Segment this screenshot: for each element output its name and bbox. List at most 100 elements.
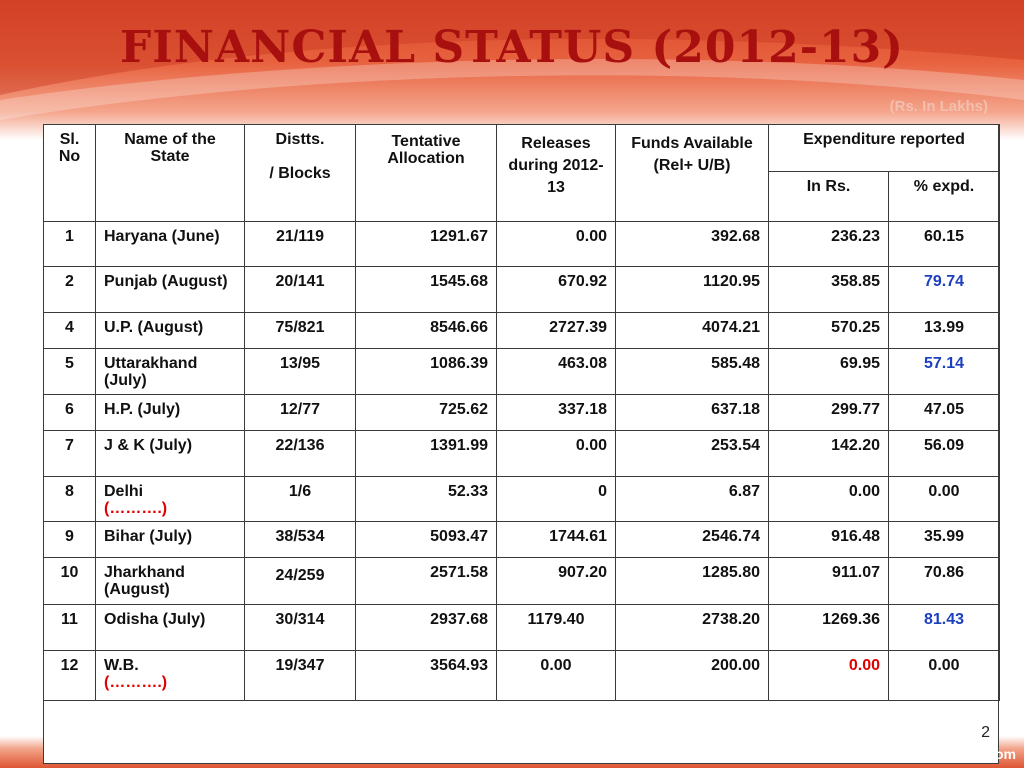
cell-funds: 6.87 xyxy=(615,476,769,522)
cell-releases: 1179.40 xyxy=(496,604,616,651)
cell-in-rs: 299.77 xyxy=(768,394,889,431)
header-funds-available: Funds Available (Rel+ U/B) xyxy=(615,124,769,222)
cell-releases: 907.20 xyxy=(496,557,616,605)
cell-pct: 47.05 xyxy=(888,394,1000,431)
unit-note: (Rs. In Lakhs) xyxy=(889,98,988,115)
cell-sl: 1 xyxy=(43,221,96,267)
cell-pct: 79.74 xyxy=(888,266,1000,313)
cell-funds: 585.48 xyxy=(615,348,769,395)
cell-state: U.P. (August) xyxy=(95,312,245,349)
header-releases: Releases during 2012-13 xyxy=(496,124,616,222)
header-swirl-decoration xyxy=(0,0,1024,140)
cell-funds: 392.68 xyxy=(615,221,769,267)
cell-releases: 670.92 xyxy=(496,266,616,313)
state-note: (……….) xyxy=(104,500,168,517)
cell-in-rs: 358.85 xyxy=(768,266,889,313)
cell-funds: 2738.20 xyxy=(615,604,769,651)
table-row: 11 Odisha (July) 30/314 2937.68 1179.40 … xyxy=(43,604,1000,651)
cell-releases: 0.00 xyxy=(496,430,616,477)
table-row: 10 Jharkhand (August) 24/259 2571.58 907… xyxy=(43,557,1000,605)
cell-in-rs: 1269.36 xyxy=(768,604,889,651)
cell-in-rs: 570.25 xyxy=(768,312,889,349)
header-tentative-allocation: Tentative Allocation xyxy=(355,124,497,222)
cell-releases: 1744.61 xyxy=(496,521,616,558)
financial-status-table: Sl. No Name of the State Distts. / Blocks… xyxy=(43,124,1000,701)
cell-in-rs: 911.07 xyxy=(768,557,889,605)
cell-state: Haryana (June) xyxy=(95,221,245,267)
cell-pct: 56.09 xyxy=(888,430,1000,477)
table-row: 2 Punjab (August) 20/141 1545.68 670.92 … xyxy=(43,266,1000,313)
cell-releases: 0.00 xyxy=(496,221,616,267)
table-row: 5 Uttarakhand (July) 13/95 1086.39 463.0… xyxy=(43,348,1000,395)
cell-sl: 4 xyxy=(43,312,96,349)
cell-funds: 4074.21 xyxy=(615,312,769,349)
cell-state: Bihar (July) xyxy=(95,521,245,558)
table-row: 4 U.P. (August) 75/821 8546.66 2727.39 4… xyxy=(43,312,1000,349)
header-state-name: Name of the State xyxy=(95,124,245,222)
cell-tentative: 725.62 xyxy=(355,394,497,431)
cell-tentative: 2571.58 xyxy=(355,557,497,605)
cell-in-rs: 236.23 xyxy=(768,221,889,267)
cell-state: W.B. (……….) xyxy=(95,650,245,701)
cell-sl: 12 xyxy=(43,650,96,701)
state-note: (……….) xyxy=(104,674,168,691)
cell-funds: 1120.95 xyxy=(615,266,769,313)
cell-pct: 13.99 xyxy=(888,312,1000,349)
cell-pct: 0.00 xyxy=(888,476,1000,522)
header-distts-blocks: Distts. / Blocks xyxy=(244,124,356,222)
cell-tentative: 1086.39 xyxy=(355,348,497,395)
cell-tentative: 52.33 xyxy=(355,476,497,522)
cell-distts: 12/77 xyxy=(244,394,356,431)
cell-sl: 2 xyxy=(43,266,96,313)
cell-sl: 7 xyxy=(43,430,96,477)
table-row: 8 Delhi (……….) 1/6 52.33 0 6.87 0.00 0.00 xyxy=(43,476,1000,522)
header-in-rs: In Rs. xyxy=(768,171,889,222)
table-row: 9 Bihar (July) 38/534 5093.47 1744.61 25… xyxy=(43,521,1000,558)
cell-sl: 9 xyxy=(43,521,96,558)
cell-releases: 463.08 xyxy=(496,348,616,395)
cell-in-rs: 69.95 xyxy=(768,348,889,395)
cell-state: H.P. (July) xyxy=(95,394,245,431)
cell-pct: 60.15 xyxy=(888,221,1000,267)
cell-releases: 0 xyxy=(496,476,616,522)
cell-distts: 75/821 xyxy=(244,312,356,349)
cell-in-rs: 0.00 xyxy=(768,650,889,701)
cell-distts: 13/95 xyxy=(244,348,356,395)
cell-funds: 637.18 xyxy=(615,394,769,431)
cell-distts: 19/347 xyxy=(244,650,356,701)
cell-in-rs: 916.48 xyxy=(768,521,889,558)
slide-number: 2 xyxy=(981,724,990,741)
cell-funds: 2546.74 xyxy=(615,521,769,558)
cell-state: Delhi (……….) xyxy=(95,476,245,522)
cell-distts: 22/136 xyxy=(244,430,356,477)
header-pct-expd: % expd. xyxy=(888,171,1000,222)
cell-state: Odisha (July) xyxy=(95,604,245,651)
table-row: 12 W.B. (……….) 19/347 3564.93 0.00 200.00… xyxy=(43,650,1000,701)
cell-sl: 8 xyxy=(43,476,96,522)
cell-pct: 57.14 xyxy=(888,348,1000,395)
cell-distts: 21/119 xyxy=(244,221,356,267)
cell-state: Jharkhand (August) xyxy=(95,557,245,605)
cell-in-rs: 142.20 xyxy=(768,430,889,477)
cell-tentative: 1545.68 xyxy=(355,266,497,313)
cell-pct: 81.43 xyxy=(888,604,1000,651)
cell-funds: 1285.80 xyxy=(615,557,769,605)
cell-distts: 1/6 xyxy=(244,476,356,522)
cell-in-rs: 0.00 xyxy=(768,476,889,522)
table-row: 1 Haryana (June) 21/119 1291.67 0.00 392… xyxy=(43,221,1000,267)
header-expenditure-reported: Expenditure reported xyxy=(768,124,1000,172)
cell-tentative: 8546.66 xyxy=(355,312,497,349)
cell-releases: 2727.39 xyxy=(496,312,616,349)
table-row: 6 H.P. (July) 12/77 725.62 337.18 637.18… xyxy=(43,394,1000,431)
cell-distts: 30/314 xyxy=(244,604,356,651)
cell-sl: 5 xyxy=(43,348,96,395)
cell-pct: 70.86 xyxy=(888,557,1000,605)
cell-tentative: 2937.68 xyxy=(355,604,497,651)
header-sl-no: Sl. No xyxy=(43,124,96,222)
cell-state: J & K (July) xyxy=(95,430,245,477)
cell-sl: 6 xyxy=(43,394,96,431)
cell-distts: 20/141 xyxy=(244,266,356,313)
cell-releases: 0.00 xyxy=(496,650,616,701)
cell-tentative: 3564.93 xyxy=(355,650,497,701)
cell-pct: 0.00 xyxy=(888,650,1000,701)
